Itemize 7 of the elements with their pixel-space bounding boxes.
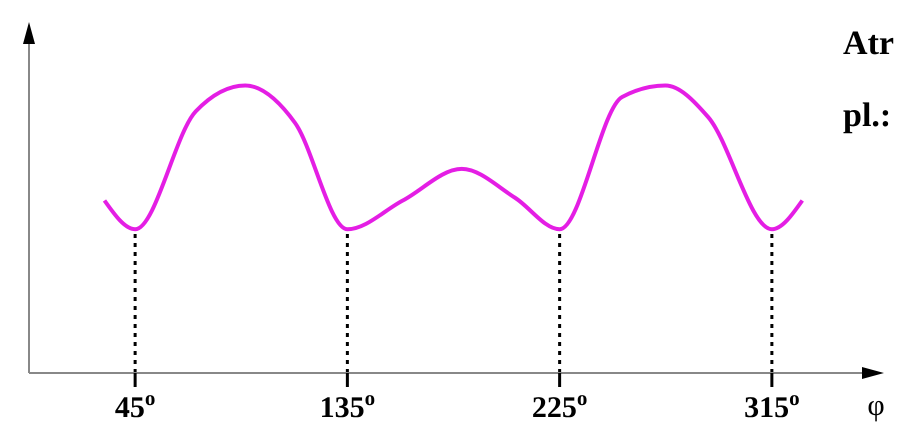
x-axis-title: φ — [867, 389, 885, 422]
text: Atr — [843, 24, 894, 64]
x-tick-label: 45$^{o}$ — [114, 386, 156, 424]
x-tick-label: 315$^{o}$ — [744, 386, 800, 424]
annotation: pl.: — [843, 96, 892, 136]
x-tick-label: 135$^{o}$ — [320, 386, 376, 424]
x-tick-label: 225$^{o}$ — [532, 386, 588, 424]
